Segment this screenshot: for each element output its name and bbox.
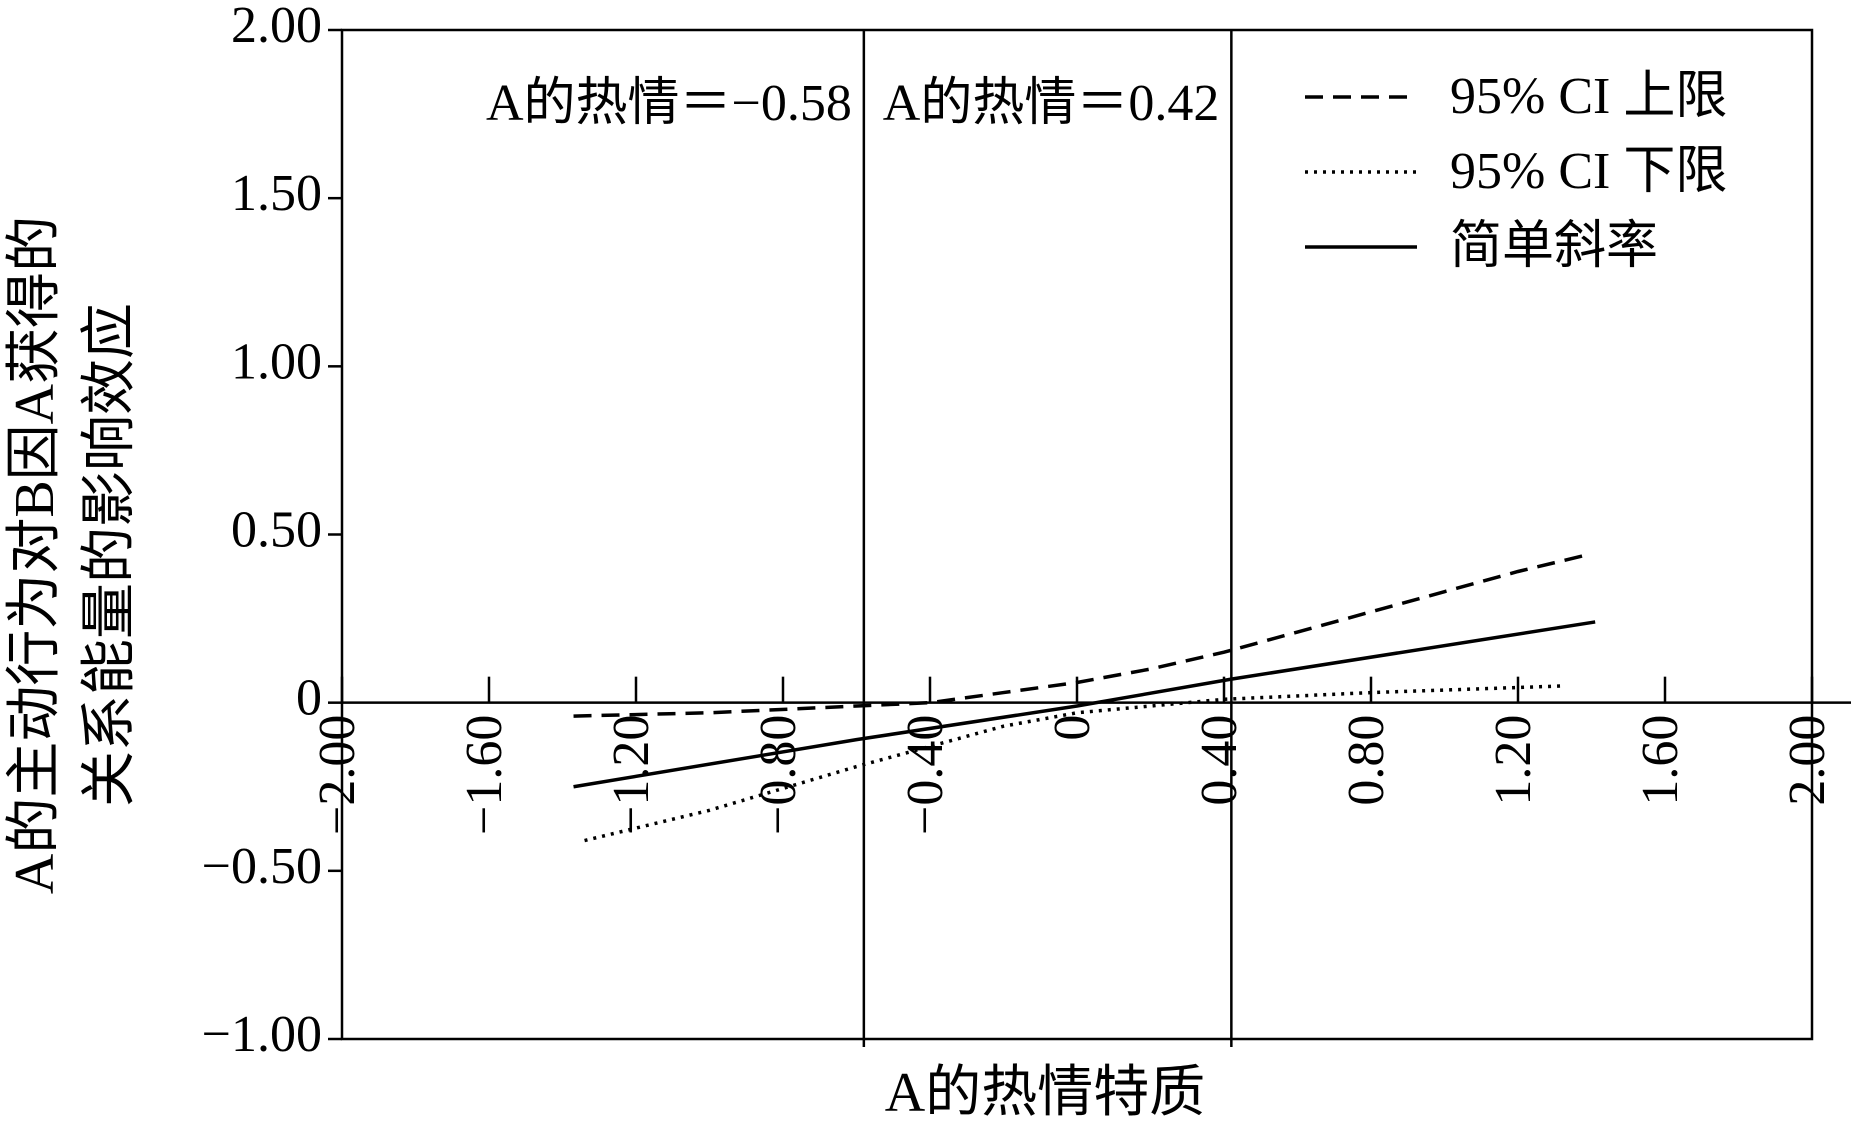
x-tick-label: −0.80: [750, 715, 807, 835]
y-tick-label: −0.50: [202, 838, 322, 895]
series-line: [573, 620, 1596, 789]
y-tick-label: −1.00: [202, 1006, 322, 1063]
y-axis-label: A的主动行为对B因A获得的: [4, 216, 66, 894]
x-tick-label: −1.60: [456, 715, 513, 835]
x-tick-label: 1.20: [1485, 715, 1542, 806]
legend-label: 95% CI 下限: [1450, 143, 1727, 200]
series-line: [584, 684, 1566, 843]
x-tick-label: 1.60: [1632, 715, 1689, 806]
legend-label: 95% CI 上限: [1450, 68, 1727, 125]
y-tick-label: 0: [296, 670, 322, 727]
x-tick-label: −2.00: [309, 715, 366, 835]
y-tick-label: 0.50: [231, 501, 322, 558]
y-tick-label: 2.00: [231, 0, 322, 54]
series-line: [573, 552, 1589, 718]
x-tick-label: 0.40: [1191, 715, 1248, 806]
x-tick-label: −0.40: [897, 715, 954, 835]
y-axis-label: 关系能量的影响效应: [79, 303, 141, 807]
x-tick-label: 0.80: [1338, 715, 1395, 806]
y-tick-label: 1.50: [231, 165, 322, 222]
x-axis-label: A的热情特质: [885, 1062, 1205, 1124]
x-tick-label: 0: [1044, 715, 1101, 741]
x-tick-label: 2.00: [1779, 715, 1836, 806]
legend-label: 简单斜率: [1450, 218, 1658, 275]
annotation: A的热情＝−0.58: [486, 75, 852, 132]
y-tick-label: 1.00: [231, 333, 322, 390]
annotation: A的热情＝0.42: [883, 75, 1220, 132]
